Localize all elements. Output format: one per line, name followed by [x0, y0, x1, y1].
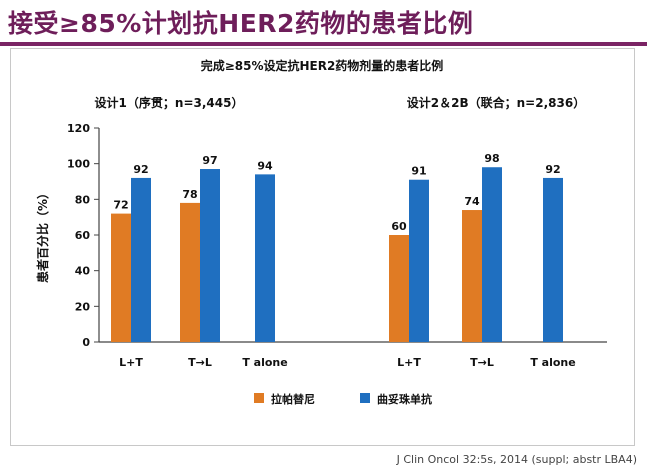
x-tick-label: T alone: [242, 356, 287, 369]
bar: [543, 177, 563, 342]
legend-label: 拉帕替尼: [271, 392, 315, 406]
y-tick-label: 40: [75, 265, 91, 278]
bar-value-label: 98: [484, 152, 499, 165]
bar-value-label: 94: [257, 159, 273, 172]
y-tick-label: 100: [67, 158, 90, 171]
bar-value-label: 74: [464, 195, 480, 208]
bar-value-label: 78: [182, 188, 197, 201]
bar: [462, 210, 482, 342]
y-axis-label: 患者百分比（%）: [35, 187, 50, 283]
bar-value-label: 97: [202, 154, 217, 167]
bar: [111, 213, 131, 342]
x-tick-label: L+T: [119, 356, 143, 369]
slide-title: 接受≥85%计划抗HER2药物的患者比例: [8, 9, 474, 38]
chart-title: 完成≥85%设定抗HER2药物剂量的患者比例: [201, 58, 444, 73]
y-tick-label: 80: [75, 193, 91, 206]
bar: [409, 179, 429, 342]
chart-frame: 完成≥85%设定抗HER2药物剂量的患者比例 患者百分比（%） 0 20 40 60 8…: [10, 48, 635, 446]
bar-value-label: 60: [391, 220, 407, 233]
citation: J Clin Oncol 32:5s, 2014 (suppl; abstr L…: [396, 453, 637, 466]
y-tick-label: 60: [75, 229, 91, 242]
bar: [200, 169, 220, 342]
x-tick-label: T→L: [470, 356, 494, 369]
bar: [131, 177, 151, 342]
x-tick-label: T alone: [530, 356, 575, 369]
y-tick-label: 120: [67, 122, 90, 135]
bar-value-label: 91: [411, 165, 426, 178]
group-label: 设计1（序贯；n=3,445）: [95, 95, 244, 110]
bar: [255, 174, 275, 342]
legend-label: 曲妥珠单抗: [377, 392, 432, 406]
title-divider: [0, 42, 647, 46]
bar-value-label: 92: [545, 163, 560, 176]
bar: [180, 202, 200, 342]
y-tick-label: 20: [75, 300, 91, 313]
legend-swatch: [360, 393, 370, 403]
group-label: 设计2＆2B（联合；n=2,836）: [407, 95, 585, 110]
x-tick-label: T→L: [188, 356, 212, 369]
bar-value-label: 92: [133, 163, 148, 176]
bar: [389, 235, 409, 342]
bar-value-label: 72: [113, 199, 128, 212]
legend-swatch: [254, 393, 264, 403]
x-tick-label: L+T: [397, 356, 421, 369]
y-tick-label: 0: [82, 336, 90, 349]
bar-chart: 完成≥85%设定抗HER2药物剂量的患者比例 患者百分比（%） 0 20 40 60 8…: [35, 58, 607, 406]
bar: [482, 167, 502, 342]
